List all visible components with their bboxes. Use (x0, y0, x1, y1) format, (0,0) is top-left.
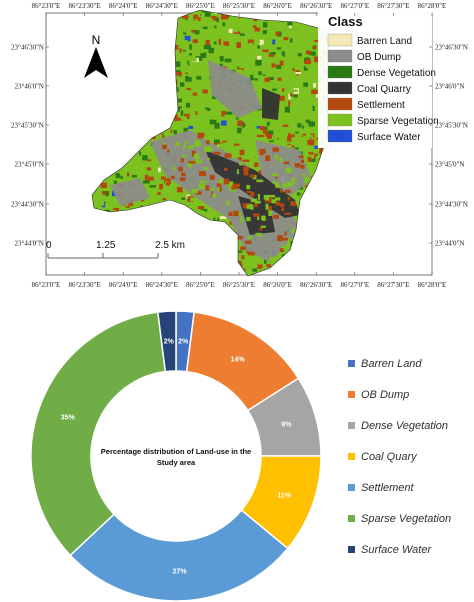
lon-tick-label: 86°27'30"E (377, 2, 409, 10)
lat-tick-label: 23°45'0"N (15, 161, 44, 169)
donut-legend-label: Surface Water (361, 544, 432, 556)
ob-dump-area (208, 60, 262, 118)
scale-label-1: 1.25 (96, 240, 116, 251)
lat-tick-label: 23°44'30"N (435, 201, 468, 209)
donut-slice-surface-water (156, 310, 177, 373)
donut-legend-swatch (348, 484, 355, 491)
map-svg: N 0 1.25 2.5 km Class Barren Land OB Dump… (11, 2, 468, 289)
map-legend-swatch (327, 49, 353, 63)
ob-dump-area (255, 140, 312, 196)
donut-data-label: 11% (277, 492, 291, 499)
donut-legend-label: Sparse Vegetation (361, 513, 451, 525)
lon-tick-label: 86°24'0"E (109, 2, 138, 10)
lon-tick-label: 86°23'0"E (32, 2, 61, 10)
lat-tick-label: 23°46'30"N (11, 44, 44, 52)
land-use-donut-chart: 2% 14% 9% 11% 27% 35% 2% Percentage distributi… (30, 310, 451, 602)
donut-legend-label: Dense Vegetation (361, 420, 448, 432)
scale-label-2: 2.5 km (155, 240, 185, 251)
donut-slice-sparse-vegetation (30, 311, 167, 557)
right-ticks: 23°46'30"N 23°46'0"N 23°45'30"N 23°45'0"N 23… (429, 44, 468, 248)
lon-tick-label: 86°28'0"E (418, 281, 447, 289)
lat-tick-label: 23°44'0"N (15, 240, 44, 248)
lon-tick-label: 86°26'0"E (263, 281, 292, 289)
donut-data-label: 14% (231, 356, 246, 363)
lat-tick-label: 23°45'30"N (11, 122, 44, 130)
map-legend-swatch (327, 113, 353, 127)
map-legend: Class Barren Land OB Dump Dense Vegetation… (318, 12, 439, 148)
map-legend-label: Settlement (357, 100, 405, 111)
donut-data-label: 27% (173, 568, 188, 575)
map-legend-swatch (327, 129, 353, 143)
donut-legend-label: Barren Land (361, 358, 422, 370)
map-legend-label: OB Dump (357, 52, 401, 63)
lat-tick-label: 23°45'30"N (435, 122, 468, 130)
lon-tick-label: 86°27'30"E (377, 281, 409, 289)
lon-tick-label: 86°27'0"E (340, 281, 369, 289)
lat-tick-label: 23°46'0"N (435, 83, 464, 91)
donut-data-label: 9% (281, 421, 292, 428)
map-legend-swatch (327, 97, 353, 111)
lat-tick-label: 23°44'30"N (11, 201, 44, 209)
donut-legend-label: OB Dump (361, 389, 409, 401)
scale-label-0: 0 (46, 240, 52, 251)
lat-tick-label: 23°46'0"N (15, 83, 44, 91)
donut-legend-swatch (348, 546, 355, 553)
lon-tick-label: 86°23'30"E (68, 281, 100, 289)
donut-data-labels: 2% 14% 9% 11% 27% 35% 2% (61, 339, 292, 576)
map-legend-swatch (327, 65, 353, 79)
donut-data-label: 2% (164, 339, 175, 346)
donut-data-label: 35% (61, 415, 76, 422)
lon-tick-label: 86°26'30"E (300, 2, 332, 10)
donut-legend-label: Coal Quary (361, 451, 418, 463)
map-legend-swatch (327, 33, 353, 47)
lat-tick-label: 23°46'30"N (435, 44, 468, 52)
map-legend-label: Sparse Vegetation (357, 116, 439, 127)
north-arrow: N (84, 33, 108, 78)
donut-legend: Barren Land OB Dump Dense Vegetation Coal Q… (348, 358, 451, 556)
lon-tick-label: 86°28'0"E (418, 2, 447, 10)
land-use-map: N 0 1.25 2.5 km Class Barren Land OB Dump… (0, 0, 474, 300)
coal-quarry-area (205, 150, 300, 218)
map-legend-label: Dense Vegetation (357, 68, 436, 79)
donut-legend-swatch (348, 515, 355, 522)
donut-data-label: 2% (178, 339, 189, 346)
map-legend-label: Surface Water (357, 132, 421, 143)
north-label: N (92, 33, 101, 47)
map-legend-label: Barren Land (357, 36, 412, 47)
map-legend-title: Class (328, 14, 363, 29)
lon-tick-label: 86°27'0"E (340, 2, 369, 10)
lon-tick-label: 86°26'0"E (263, 2, 292, 10)
ob-dump-area (110, 178, 150, 206)
donut-legend-swatch (348, 422, 355, 429)
lon-tick-label: 86°24'30"E (146, 2, 178, 10)
donut-slice-settlement (69, 509, 289, 602)
lon-tick-label: 86°24'0"E (109, 281, 138, 289)
study-area (92, 10, 332, 276)
lat-tick-label: 23°44'0"N (435, 240, 464, 248)
bottom-ticks: 86°23'0"E 86°23'30"E 86°24'0"E 86°24'30"E 86… (32, 272, 447, 289)
donut-slices (30, 310, 322, 602)
scale-bar: 0 1.25 2.5 km (46, 240, 185, 259)
coal-quarry-area (262, 88, 280, 120)
map-legend-label: Coal Quarry (357, 84, 411, 95)
lon-tick-label: 86°26'30"E (300, 281, 332, 289)
lon-tick-label: 86°24'30"E (146, 281, 178, 289)
top-ticks: 86°23'0"E 86°23'30"E 86°24'0"E 86°24'30"E 86… (32, 2, 447, 16)
donut-legend-swatch (348, 391, 355, 398)
lon-tick-label: 86°25'0"E (186, 2, 215, 10)
lon-tick-label: 86°23'30"E (68, 2, 100, 10)
center-title-line-1: Percentage distribution of Land-use in t… (101, 447, 251, 456)
lon-tick-label: 86°23'0"E (32, 281, 61, 289)
center-title-line-2: Study area (157, 458, 196, 467)
donut-legend-swatch (348, 360, 355, 367)
lat-tick-label: 23°45'0"N (435, 161, 464, 169)
lon-tick-label: 86°25'0"E (186, 281, 215, 289)
lon-tick-label: 86°25'30"E (223, 2, 255, 10)
map-legend-swatch (327, 81, 353, 95)
donut-legend-label: Settlement (361, 482, 415, 494)
donut-legend-swatch (348, 453, 355, 460)
left-ticks: 23°46'30"N 23°46'0"N 23°45'30"N 23°45'0"N 23… (11, 44, 49, 248)
lon-tick-label: 86°25'30"E (223, 281, 255, 289)
